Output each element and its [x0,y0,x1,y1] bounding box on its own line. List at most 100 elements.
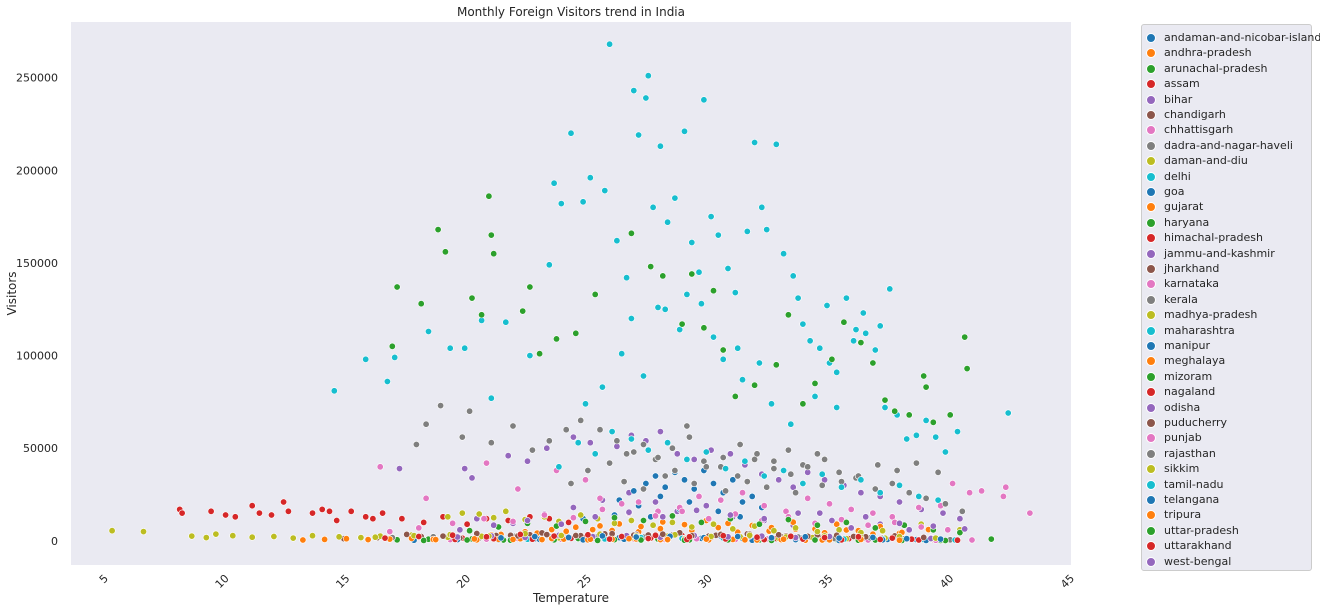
y-tick-label: 250000 [16,72,58,85]
data-point-karnataka [825,500,833,508]
data-point-kerala [661,472,669,480]
data-point-delhi [758,203,766,211]
data-point-rajasthan [922,494,930,502]
data-point-delhi [487,394,495,402]
data-point-haryana [772,361,780,369]
data-point-kerala [630,448,638,456]
data-point-tamil-nadu [760,472,768,480]
data-point-delhi [871,346,879,354]
data-point-karnataka [695,492,703,500]
legend-marker-icon [1146,294,1156,305]
legend-marker-icon [1146,387,1156,398]
data-point-west-bengal [794,509,802,517]
data-point-kerala [422,420,430,428]
legend-item-uttar-pradesh: uttar-pradesh [1146,523,1314,538]
data-point-delhi [738,376,746,384]
data-point-daman-and-diu [289,534,297,542]
data-point-delhi [391,353,399,361]
data-point-haryana [487,231,495,239]
data-point-tripura [741,536,749,544]
data-point-tamil-nadu [591,450,599,458]
data-point-kerala [734,472,742,480]
data-point-jammu-and-kashmir [543,444,551,452]
data-point-delhi [859,309,867,317]
data-point-uttarakhand [381,534,389,542]
data-point-rajasthan [719,453,727,461]
data-point-rajasthan [685,433,693,441]
legend-item-haryana: haryana [1146,215,1314,230]
data-point-west-bengal [760,515,768,523]
data-point-karnataka [1002,483,1010,491]
data-point-delhi [613,237,621,245]
legend-marker-icon [1146,341,1156,351]
legend-item-nagaland: nagaland [1146,384,1314,399]
data-point-jammu-and-kashmir [673,450,681,458]
data-point-nagaland [876,535,884,543]
data-point-haryana [751,381,759,389]
legend-marker-icon [1146,279,1156,290]
data-point-delhi [654,303,662,311]
data-point-karnataka [376,463,384,471]
data-point-uttarakhand [685,533,693,541]
data-point-uttar-pradesh [668,512,676,520]
data-point-daman-and-diu [188,532,196,540]
data-point-goa [685,498,693,506]
data-point-kerala [620,478,628,486]
data-point-himachal-pradesh [398,515,406,523]
data-point-rajasthan [753,450,761,458]
legend-label: assam [1164,77,1200,91]
data-point-delhi [912,431,920,439]
legend-label: sikkim [1164,462,1200,476]
data-point-haryana [441,248,449,256]
data-point-delhi [833,403,841,411]
data-point-goa [729,476,737,484]
data-point-delhi [709,333,717,341]
legend-marker-icon [1146,541,1156,552]
data-point-himachal-pradesh [318,505,326,513]
data-point-haryana [519,307,527,315]
legend-item-meghalaya: meghalaya [1146,353,1314,368]
data-point-himachal-pradesh [280,498,288,506]
data-point-haryana [840,318,848,326]
data-point-delhi [767,400,775,408]
data-point-delhi [362,355,370,363]
data-point-kerala [784,446,792,454]
legend-label: odisha [1164,400,1201,414]
data-point-haryana [828,355,836,363]
data-point-karnataka [968,536,976,544]
legend: andaman-and-nicobar-islands andhra-prades… [1141,24,1320,571]
legend-item-dadra-and-nagar-haveli: dadra-and-nagar-haveli [1146,138,1314,153]
legend-item-maharashtra: maharashtra [1146,323,1314,338]
data-point-kerala [813,450,821,458]
legend-label: telangana [1164,493,1220,506]
data-point-karnataka [760,502,768,510]
data-point-mizoram [594,536,602,544]
data-point-delhi [688,239,696,247]
data-point-madhya-pradesh [444,513,452,521]
data-point-himachal-pradesh [565,518,573,526]
data-point-delhi [656,142,664,150]
data-point-delhi [446,344,454,352]
data-point-himachal-pradesh [248,502,256,510]
legend-item-andaman-and-nicobar-islands: andaman-and-nicobar-islands [1146,30,1320,45]
data-point-delhi [601,187,609,195]
legend-label: andhra-pradesh [1164,46,1252,60]
data-point-karnataka [1026,509,1034,517]
legend-marker-icon [1146,110,1156,120]
data-point-haryana [891,407,899,415]
data-point-haryana [417,300,425,308]
legend-item-delhi: delhi [1146,169,1314,184]
data-point-himachal-pradesh [267,511,275,519]
data-point-haryana [719,346,727,354]
data-point-gujarat [548,526,556,534]
legend-label: jharkhand [1164,262,1220,275]
data-point-jammu-and-kashmir [775,476,783,484]
data-point-west-bengal [625,508,633,516]
data-point-jammu-and-kashmir [895,498,903,506]
x-axis-label: Temperature [532,591,609,605]
data-point-delhi [707,213,715,221]
data-point-tamil-nadu [683,455,691,463]
data-point-meghalaya [321,535,329,543]
data-point-haryana [536,350,544,358]
